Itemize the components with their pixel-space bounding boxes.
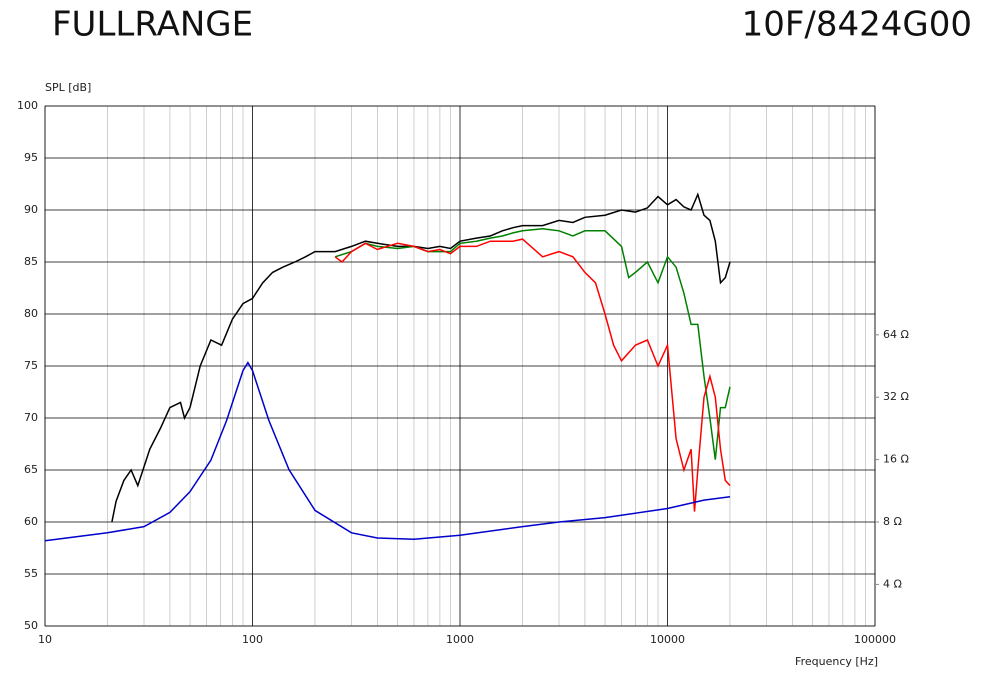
y-tick-label: 100 [17,99,38,112]
x-tick-label: 10 [38,633,52,646]
y2-tick-label: 4 Ω [883,577,902,590]
chart-title: FULLRANGE [52,5,253,45]
y-tick-label: 90 [24,203,38,216]
series-line [111,192,731,523]
y2-tick-label: 16 Ω [883,453,909,466]
x-axis-label: Frequency [Hz] [795,655,878,668]
y-tick-label: 60 [24,515,38,528]
y2-tick-label: 8 Ω [883,515,902,528]
chart-subtitle: 10F/8424G00 [742,5,972,45]
series-line [334,238,731,512]
x-tick-label: 10000 [650,633,685,646]
x-tick-label: 100 [242,633,263,646]
y-axis-label: SPL [dB] [45,81,91,94]
y2-tick-label: 32 Ω [883,390,909,403]
y-tick-label: 85 [24,255,38,268]
x-tick-label: 100000 [854,633,896,646]
y-tick-label: 70 [24,411,38,424]
y-tick-label: 55 [24,567,38,580]
y-tick-label: 80 [24,307,38,320]
y-tick-label: 65 [24,463,38,476]
y-tick-label: 50 [24,619,38,632]
series-line [44,361,731,542]
y2-tick-label: 64 Ω [883,328,909,341]
y-tick-label: 95 [24,151,38,164]
x-tick-label: 1000 [446,633,474,646]
y-tick-label: 75 [24,359,38,372]
